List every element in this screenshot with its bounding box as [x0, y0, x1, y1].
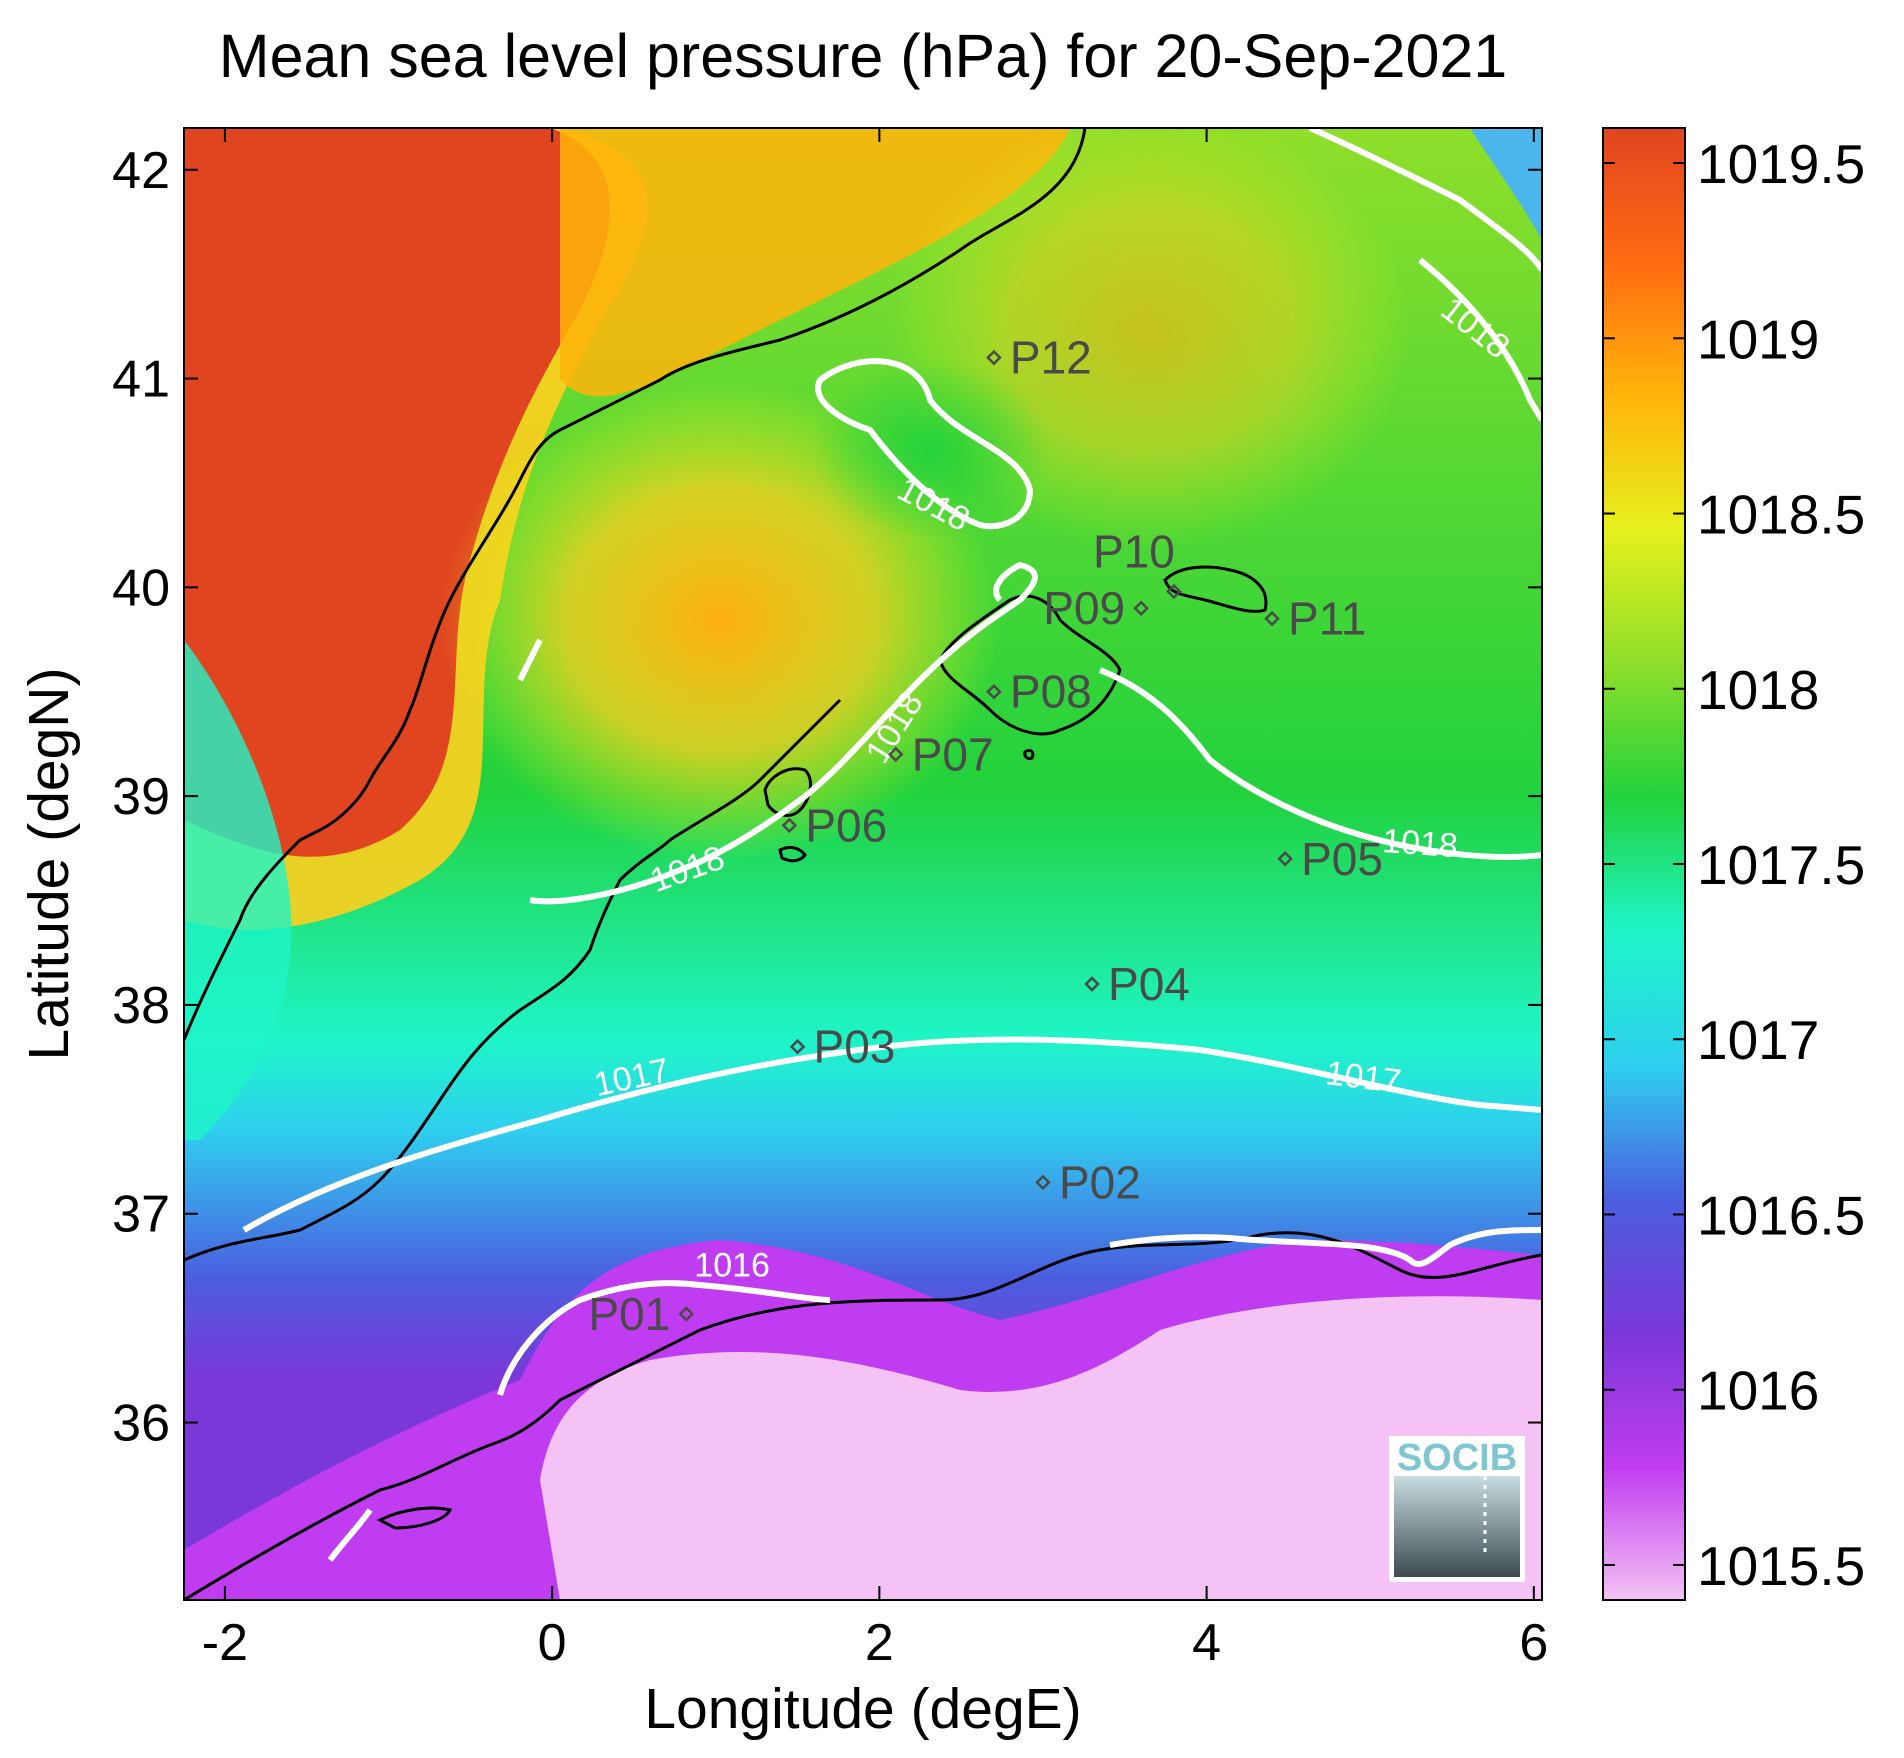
contour-1018-ne: [1308, 128, 1542, 272]
west-land-field: [184, 640, 292, 1140]
contour-1018-southeast: [1098, 667, 1542, 860]
station-label: P07: [912, 728, 994, 780]
coastline: [184, 128, 1542, 1600]
map-axes: -2 0 2 4 6 36 37 38 39 40 41 42: [112, 128, 1548, 1672]
station-marker: [1264, 610, 1280, 627]
colorbar-gradient: [1603, 128, 1685, 1600]
formentera-coast: [778, 846, 807, 863]
station-marker: [986, 349, 1002, 366]
contour-label: 1018: [1381, 822, 1459, 865]
station-label: P11: [1288, 593, 1366, 645]
contour-1018-north-mallorca: [815, 358, 1034, 530]
x-tick-label: -2: [202, 1614, 248, 1672]
coastal-high-band: [560, 128, 1070, 397]
contour-1016-west: [497, 1280, 831, 1396]
contour-1018-central: [529, 561, 1038, 905]
colorbar: 1015.5 1016 1016.5 1017 1017.5 1018 1018.5 1019…: [1602, 127, 1865, 1601]
y-tick-label: 37: [112, 1186, 170, 1244]
station-label: P06: [805, 799, 887, 851]
station-label: P10: [1093, 526, 1175, 578]
contour-1016-southwest: [327, 1508, 373, 1562]
colorbar-tick-label: 1017: [1697, 1009, 1819, 1071]
menorca-coast: [1163, 565, 1268, 613]
iberia-coast-south: [184, 698, 842, 1262]
northeast-corner-low: [1470, 128, 1542, 240]
chart-title: Mean sea level pressure (hPa) for 20-Sep…: [219, 22, 1507, 90]
x-tick-label: 4: [1192, 1614, 1221, 1672]
y-tick-label: 36: [112, 1395, 170, 1453]
station-marker: [781, 817, 798, 834]
contour-1018-west: [517, 638, 543, 682]
station-marker: [1166, 583, 1182, 600]
y-tick-label: 39: [112, 768, 170, 826]
station-marker: [1277, 851, 1293, 867]
iberia-coast-east: [184, 128, 1087, 1041]
islet-coast: [376, 1506, 453, 1530]
cabrera-coast: [1023, 748, 1035, 761]
colorbar-tick-label: 1018: [1697, 659, 1819, 721]
station-label: P08: [1010, 666, 1092, 718]
iberia-high-pressure: [184, 128, 610, 857]
contour-1018-e: [1418, 257, 1542, 422]
y-tick-label: 38: [112, 977, 170, 1035]
station-marker: [1035, 1174, 1051, 1191]
contour-1016-east: [1109, 1227, 1542, 1267]
mallorca-coast: [938, 594, 1122, 736]
logo-text: SOCIB: [1397, 1437, 1517, 1479]
station-label: P12: [1010, 332, 1092, 384]
north-africa-low: [540, 1296, 1542, 1600]
station-label: P05: [1301, 833, 1383, 885]
x-tick-label: 0: [538, 1614, 567, 1672]
station-label: P01: [588, 1288, 670, 1340]
x-tick-label: 2: [865, 1614, 894, 1672]
contour-label: 1016: [694, 1246, 770, 1284]
station-marker: [1084, 976, 1100, 992]
station-label: P03: [814, 1021, 896, 1073]
africa-coast: [184, 1231, 1542, 1600]
colorbar-tick-label: 1015.5: [1697, 1535, 1865, 1597]
colorbar-tick-label: 1018.5: [1697, 484, 1865, 546]
colorbar-fill: [1603, 128, 1685, 1600]
station-marker: [789, 1038, 806, 1055]
station-label: P04: [1108, 958, 1190, 1010]
y-tick-label: 42: [112, 142, 170, 200]
colorbar-tick-label: 1017.5: [1697, 834, 1865, 896]
x-tick-label: 6: [1519, 1614, 1548, 1672]
station-marker: [986, 683, 1002, 700]
colorbar-tick-label: 1016.5: [1697, 1184, 1865, 1246]
station-label: P02: [1059, 1156, 1141, 1208]
y-axis-label: Latitude (degN): [17, 668, 81, 1061]
colorbar-tick-label: 1016: [1697, 1360, 1819, 1422]
x-axis-label: Longitude (degE): [644, 1677, 1081, 1741]
colorbar-ticks: 1015.5 1016 1016.5 1017 1017.5 1018 1018.5 1019…: [1603, 133, 1865, 1597]
y-tick-label: 40: [112, 559, 170, 617]
y-tick-label: 41: [112, 351, 170, 409]
station-label: P09: [1043, 582, 1125, 634]
station-marker: [887, 746, 904, 763]
colorbar-tick-label: 1019: [1697, 308, 1819, 370]
contour-1017: [242, 1036, 1542, 1233]
colorbar-tick-label: 1019.5: [1697, 133, 1865, 195]
station-marker: [1133, 600, 1149, 616]
local-low: [810, 360, 1050, 540]
plot-frame: [183, 127, 1543, 1601]
contour-label: 1017: [1324, 1054, 1404, 1101]
station-marker: [678, 1306, 695, 1322]
socib-logo: SOCIB: [1389, 1436, 1525, 1582]
pressure-contours: [242, 128, 1542, 1562]
